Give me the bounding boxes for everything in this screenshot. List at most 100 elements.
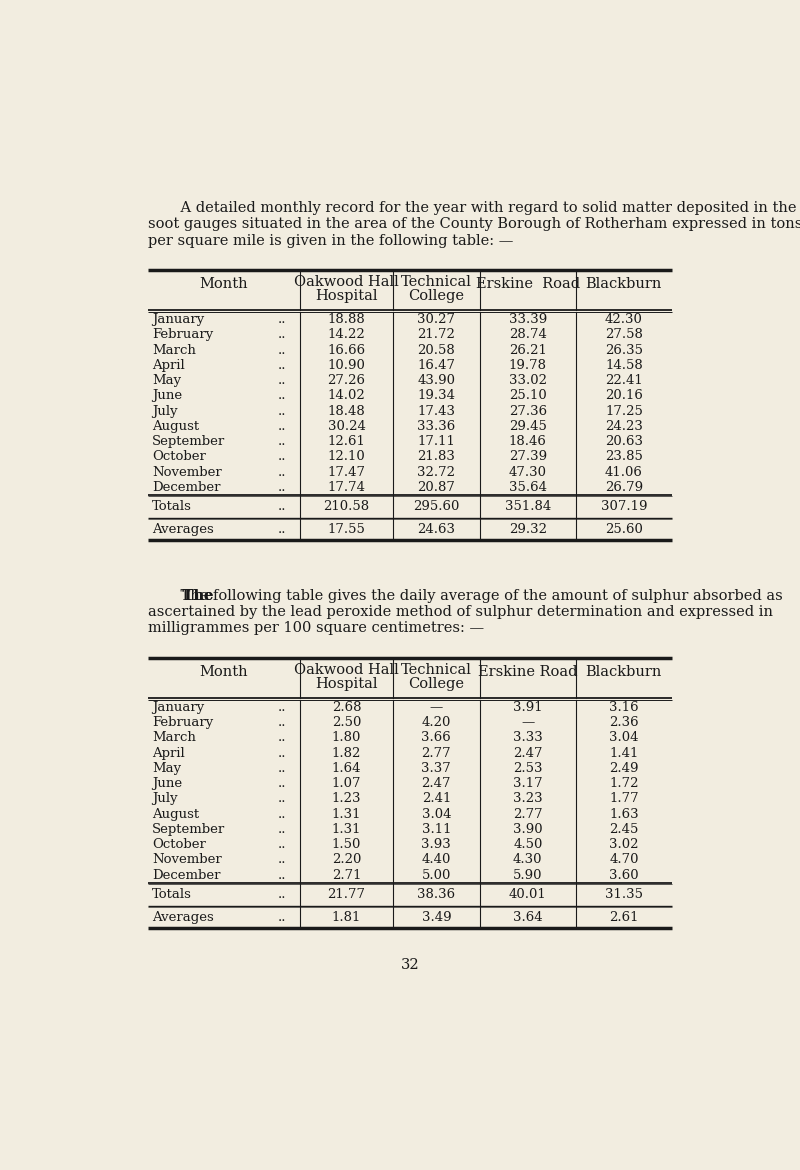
Text: Technical: Technical [401, 662, 472, 676]
Text: 295.60: 295.60 [413, 501, 459, 514]
Text: 22.41: 22.41 [605, 374, 642, 387]
Text: 1.64: 1.64 [332, 762, 362, 775]
Text: 32.72: 32.72 [418, 466, 455, 479]
Text: 1.31: 1.31 [332, 823, 362, 837]
Text: 3.91: 3.91 [513, 701, 542, 714]
Text: 1.23: 1.23 [332, 792, 362, 805]
Text: 14.22: 14.22 [327, 329, 366, 342]
Text: December: December [152, 481, 221, 494]
Text: 2.41: 2.41 [422, 792, 451, 805]
Text: ..: .. [278, 435, 286, 448]
Text: The following table gives the daily average of the amount of sulphur absorbed as: The following table gives the daily aver… [162, 589, 782, 603]
Text: 23.85: 23.85 [605, 450, 643, 463]
Text: November: November [152, 853, 222, 867]
Text: ascertained by the lead peroxide method of sulphur determination and expressed i: ascertained by the lead peroxide method … [148, 605, 773, 619]
Text: 5.00: 5.00 [422, 868, 451, 882]
Text: March: March [152, 731, 196, 744]
Text: 3.93: 3.93 [422, 838, 451, 852]
Text: 17.43: 17.43 [418, 405, 455, 418]
Text: ..: .. [278, 420, 286, 433]
Text: College: College [408, 676, 464, 690]
Text: Oakwood Hall: Oakwood Hall [294, 275, 399, 289]
Text: 3.04: 3.04 [422, 807, 451, 820]
Text: ..: .. [278, 746, 286, 759]
Text: 2.47: 2.47 [513, 746, 542, 759]
Text: 2.61: 2.61 [609, 911, 638, 924]
Text: 18.48: 18.48 [327, 405, 366, 418]
Text: 4.70: 4.70 [609, 853, 638, 867]
Text: 3.60: 3.60 [609, 868, 638, 882]
Text: —: — [430, 701, 443, 714]
Text: 3.64: 3.64 [513, 911, 542, 924]
Text: 17.47: 17.47 [327, 466, 366, 479]
Text: 25.60: 25.60 [605, 523, 643, 536]
Text: ..: .. [278, 911, 286, 924]
Text: 29.32: 29.32 [509, 523, 547, 536]
Text: 3.33: 3.33 [513, 731, 542, 744]
Text: A detailed monthly record for the year with regard to solid matter deposited in : A detailed monthly record for the year w… [162, 201, 797, 215]
Text: December: December [152, 868, 221, 882]
Text: soot gauges situated in the area of the County Borough of Rotherham expressed in: soot gauges situated in the area of the … [148, 218, 800, 232]
Text: 18.88: 18.88 [327, 314, 366, 326]
Text: November: November [152, 466, 222, 479]
Text: August: August [152, 420, 199, 433]
Text: ..: .. [278, 329, 286, 342]
Text: 12.10: 12.10 [327, 450, 366, 463]
Text: September: September [152, 435, 225, 448]
Text: 2.68: 2.68 [332, 701, 362, 714]
Text: 26.21: 26.21 [509, 344, 546, 357]
Text: 10.90: 10.90 [327, 359, 366, 372]
Text: 210.58: 210.58 [323, 501, 370, 514]
Text: 18.46: 18.46 [509, 435, 546, 448]
Text: 27.36: 27.36 [509, 405, 547, 418]
Text: ..: .. [278, 762, 286, 775]
Text: June: June [152, 777, 182, 790]
Text: 4.20: 4.20 [422, 716, 451, 729]
Text: 28.74: 28.74 [509, 329, 546, 342]
Text: 19.34: 19.34 [418, 390, 455, 402]
Text: 3.90: 3.90 [513, 823, 542, 837]
Text: ..: .. [278, 344, 286, 357]
Text: 2.49: 2.49 [609, 762, 638, 775]
Text: 3.37: 3.37 [422, 762, 451, 775]
Text: milligrammes per 100 square centimetres: —: milligrammes per 100 square centimetres:… [148, 621, 484, 635]
Text: 17.74: 17.74 [327, 481, 366, 494]
Text: 1.82: 1.82 [332, 746, 361, 759]
Text: Month: Month [200, 277, 248, 291]
Text: 32: 32 [401, 958, 419, 972]
Text: 1.72: 1.72 [609, 777, 638, 790]
Text: 24.23: 24.23 [605, 420, 643, 433]
Text: Averages: Averages [152, 523, 214, 536]
Text: 2.77: 2.77 [513, 807, 542, 820]
Text: Technical: Technical [401, 275, 472, 289]
Text: June: June [152, 390, 182, 402]
Text: 38.36: 38.36 [418, 888, 455, 901]
Text: ..: .. [278, 823, 286, 837]
Text: ..: .. [278, 450, 286, 463]
Text: Blackburn: Blackburn [586, 277, 662, 291]
Text: September: September [152, 823, 225, 837]
Text: 16.47: 16.47 [418, 359, 455, 372]
Text: 20.87: 20.87 [418, 481, 455, 494]
Text: ..: .. [278, 888, 286, 901]
Text: 3.16: 3.16 [609, 701, 638, 714]
Text: —: — [521, 716, 534, 729]
Text: The: The [162, 589, 214, 603]
Text: May: May [152, 374, 181, 387]
Text: February: February [152, 716, 213, 729]
Text: 1.31: 1.31 [332, 807, 362, 820]
Text: August: August [152, 807, 199, 820]
Text: 5.90: 5.90 [513, 868, 542, 882]
Text: 17.25: 17.25 [605, 405, 643, 418]
Text: Erskine Road: Erskine Road [478, 665, 578, 679]
Text: July: July [152, 792, 178, 805]
Text: ..: .. [278, 314, 286, 326]
Text: Oakwood Hall: Oakwood Hall [294, 662, 399, 676]
Text: 20.58: 20.58 [418, 344, 455, 357]
Text: 3.66: 3.66 [422, 731, 451, 744]
Text: January: January [152, 314, 204, 326]
Text: 3.11: 3.11 [422, 823, 451, 837]
Text: 20.63: 20.63 [605, 435, 643, 448]
Text: ..: .. [278, 868, 286, 882]
Text: 27.39: 27.39 [509, 450, 547, 463]
